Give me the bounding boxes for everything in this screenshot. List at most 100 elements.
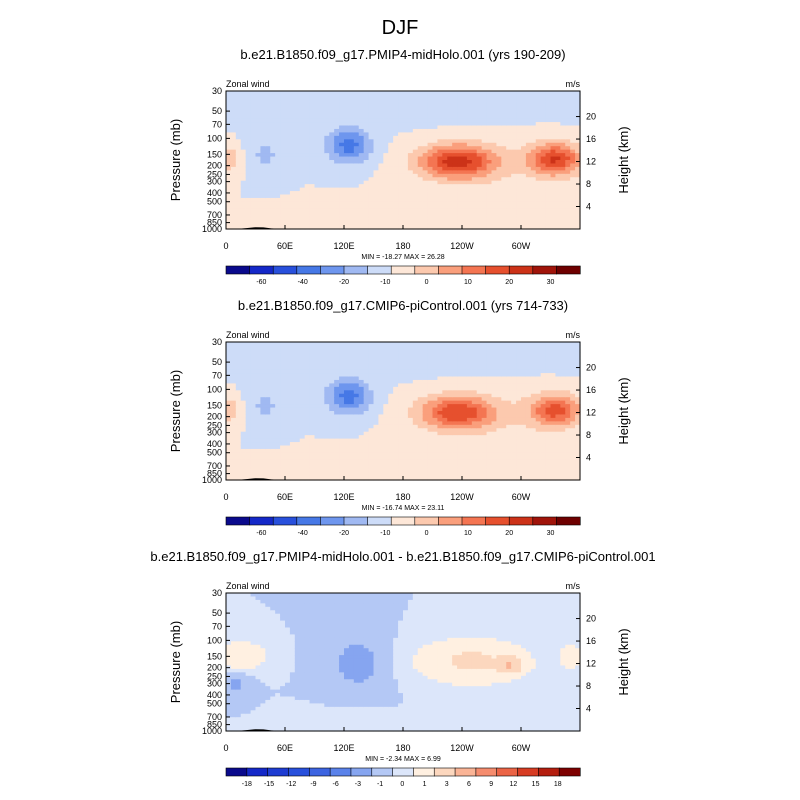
colorbar-swatch: [296, 516, 321, 526]
colorbar-label: 18: [554, 781, 562, 788]
x-tick-label: 120W: [450, 241, 474, 251]
colorbar-label: -40: [298, 279, 308, 286]
y-tick-label: 500: [207, 699, 222, 709]
x-tick-label: 120E: [333, 743, 354, 753]
y-tick-label: 30: [212, 86, 222, 96]
y-right-tick-label: 8: [586, 681, 591, 691]
y-right-tick-label: 8: [586, 430, 591, 440]
colorbar-label: -60: [256, 530, 266, 537]
y-tick-label: 50: [212, 357, 222, 367]
colorbar-label: 6: [467, 781, 471, 788]
colorbar-swatch: [461, 265, 487, 275]
x-tick-label: 60E: [277, 241, 293, 251]
panel-title: b.e21.B1850.f09_g17.PMIP4-midHolo.001 (y…: [240, 47, 565, 62]
y-tick-label: 30: [212, 588, 222, 598]
y-tick-label: 1000: [202, 224, 222, 234]
x-tick-label: 120E: [333, 241, 354, 251]
colorbar-swatch: [371, 767, 394, 777]
colorbar-swatch: [414, 516, 439, 526]
x-tick-label: 0: [223, 241, 228, 251]
colorbar-label: -18: [242, 781, 252, 788]
colorbar: -60 -40 -20 -10 0 10 20 30: [225, 265, 581, 286]
y-right-tick-label: 16: [586, 385, 596, 395]
colorbar-swatch: [517, 767, 539, 777]
y-right-tick-label: 4: [586, 202, 591, 212]
x-tick-label: 0: [223, 743, 228, 753]
colorbar-swatch: [485, 265, 510, 275]
colorbar-label: -6: [333, 781, 339, 788]
colorbar-swatch: [538, 767, 560, 777]
colorbar-label: 15: [532, 781, 540, 788]
x-tick-label: 0: [223, 492, 228, 502]
colorbar-label: -10: [380, 530, 390, 537]
y-tick-label: 300: [207, 428, 222, 438]
panel-left-label: Zonal wind: [226, 581, 270, 591]
y-tick-label: 400: [207, 188, 222, 198]
y-tick-label: 150: [207, 651, 222, 661]
contour-fill: [226, 91, 581, 230]
y-tick-label: 500: [207, 197, 222, 207]
y-tick-label: 70: [212, 370, 222, 380]
y-right-tick-label: 12: [586, 659, 596, 669]
chart-panel-3: b.e21.B1850.f09_g17.PMIP4-midHolo.001 - …: [150, 549, 655, 788]
x-tick-label: 180: [395, 492, 410, 502]
colorbar-swatch: [288, 767, 310, 777]
panel-left-label: Zonal wind: [226, 330, 270, 340]
y-tick-label: 1000: [202, 726, 222, 736]
colorbar-swatch: [433, 767, 456, 777]
colorbar-swatch: [272, 516, 298, 526]
colorbar-label: -15: [264, 781, 274, 788]
panel-right-label: m/s: [566, 79, 581, 89]
colorbar-label: -12: [286, 781, 296, 788]
colorbar-label: -40: [298, 530, 308, 537]
y-tick-label: 250: [207, 671, 222, 681]
colorbar-label: 30: [547, 279, 555, 286]
colorbar-label: -9: [310, 781, 316, 788]
panel-right-label: m/s: [566, 330, 581, 340]
colorbar-swatch: [225, 767, 248, 777]
y-axis-title-right: Height (km): [616, 126, 631, 193]
y-tick-label: 700: [207, 461, 222, 471]
colorbar-swatch: [508, 516, 534, 526]
x-axis: 0 60E 120E 180 120W 60W: [223, 727, 531, 753]
colorbar-label: 1: [423, 781, 427, 788]
colorbar-swatch: [556, 516, 581, 526]
y-right-tick-label: 20: [586, 112, 596, 122]
y-tick-label: 1000: [202, 475, 222, 485]
colorbar-swatch: [438, 265, 463, 275]
x-tick-label: 60E: [277, 492, 293, 502]
colorbar-swatch: [267, 767, 290, 777]
y-tick-label: 850: [207, 720, 222, 730]
y-tick-label: 700: [207, 210, 222, 220]
panel-title: b.e21.B1850.f09_g17.CMIP6-piControl.001 …: [238, 298, 568, 313]
x-axis: 0 60E 120E 180 120W 60W: [223, 225, 531, 251]
colorbar-label: -1: [377, 781, 383, 788]
y-tick-label: 300: [207, 679, 222, 689]
colorbar-label: -3: [355, 781, 361, 788]
contour-fill: [226, 593, 581, 732]
colorbar-swatch: [249, 516, 274, 526]
x-tick-label: 60W: [512, 241, 531, 251]
colorbar-swatch: [508, 265, 534, 275]
x-tick-label: 120W: [450, 492, 474, 502]
colorbar-swatch: [320, 516, 345, 526]
y-right-tick-label: 12: [586, 157, 596, 167]
x-tick-label: 120W: [450, 743, 474, 753]
colorbar-swatch: [414, 265, 439, 275]
colorbar-swatch: [272, 265, 298, 275]
y-right-tick-label: 16: [586, 134, 596, 144]
y-tick-label: 150: [207, 400, 222, 410]
y-axis-title-right: Height (km): [616, 377, 631, 444]
min-max-stats: MIN = -2.34 MAX = 6.99: [365, 756, 441, 763]
colorbar-swatch: [390, 516, 416, 526]
colorbar-swatch: [249, 265, 274, 275]
x-axis: 0 60E 120E 180 120W 60W: [223, 476, 531, 502]
y-right-tick-label: 16: [586, 636, 596, 646]
colorbar-swatch: [225, 265, 251, 275]
colorbar-label: 20: [505, 530, 513, 537]
y-axis-title: Pressure (mb): [168, 119, 183, 201]
x-tick-label: 60W: [512, 492, 531, 502]
